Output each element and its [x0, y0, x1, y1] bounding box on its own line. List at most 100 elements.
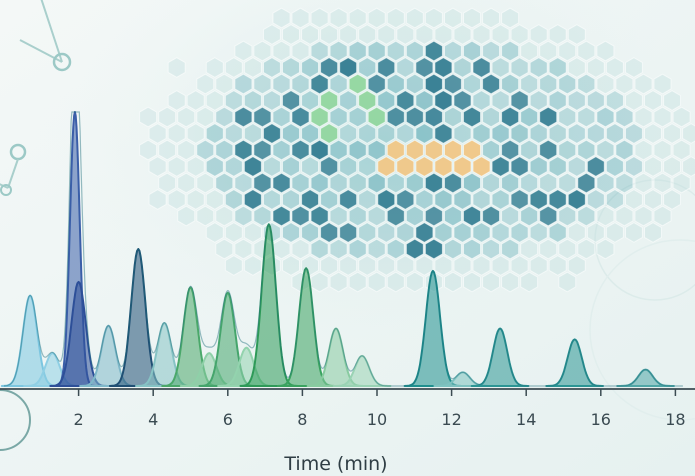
hexagon-cell — [329, 7, 348, 29]
bond-line — [40, 0, 63, 63]
hexagon-cell — [396, 57, 415, 78]
hexagon-cell — [282, 24, 300, 45]
hexagon-cell — [224, 123, 243, 144]
hexagon-cell — [167, 90, 186, 111]
hexagon-cell — [415, 24, 434, 45]
hexagon-cell — [282, 156, 300, 177]
hexagon-cell — [177, 172, 196, 194]
hexagon-cell — [377, 57, 396, 78]
hexagon-cell — [586, 90, 605, 111]
hexagon-cell — [329, 205, 348, 227]
hexagon-cell — [434, 156, 453, 177]
ring-decoration — [594, 179, 695, 301]
hexagon-cell — [663, 123, 681, 144]
hexagon-cell — [405, 106, 424, 128]
hexagon-cell — [463, 238, 481, 260]
x-axis-title: Time (min) — [283, 453, 387, 475]
hexagon-cell — [405, 73, 424, 95]
hexagon-cell — [424, 172, 443, 194]
hexagon-cell — [424, 106, 443, 128]
hexagon-cell — [243, 57, 262, 78]
hexagon-cell — [491, 57, 510, 78]
hexagon-cell — [424, 40, 443, 62]
hexagon-cell — [405, 172, 424, 194]
hexagon-cell — [215, 73, 234, 95]
hexagon-cell — [634, 205, 653, 227]
hexagon-cell — [663, 90, 681, 111]
hexagon-cell — [482, 40, 500, 62]
hexagon-cell — [548, 255, 567, 276]
hexagon-cell — [625, 156, 643, 177]
hexagon-cell — [377, 222, 396, 243]
hexagon-cell — [548, 90, 567, 111]
hexagon-cell — [386, 205, 405, 227]
hexagon-cell — [253, 73, 272, 95]
hexagon-cell — [482, 7, 500, 29]
hexagon-cell — [405, 40, 424, 62]
hexagon-cell — [177, 139, 196, 161]
hexagon-cell — [282, 255, 300, 276]
hexagon-cell — [405, 205, 424, 227]
hexagon-cell — [567, 222, 586, 243]
hexagon-cell — [367, 73, 386, 95]
hexagon-cell — [463, 40, 481, 62]
hexagon-cell — [339, 90, 358, 111]
hexagon-cell — [434, 222, 453, 243]
hexagon-cell — [529, 123, 548, 144]
hexagon-cell — [205, 189, 224, 210]
hexagon-cell — [291, 40, 310, 62]
hexagon-cell — [415, 90, 434, 111]
hexagon-cell — [577, 238, 596, 260]
hexagon-cell — [415, 222, 434, 243]
hexagon-cell — [377, 24, 396, 45]
hexagon-cell — [510, 90, 529, 111]
hexagon-cell — [444, 40, 462, 62]
x-tick-label: 10 — [367, 410, 387, 429]
hexagon-cell — [253, 40, 272, 62]
hexagon-cell — [453, 90, 472, 111]
hexagon-cell — [472, 90, 491, 111]
hexagon-cell — [139, 106, 158, 128]
hexagon-cell — [444, 172, 462, 194]
hexagon-cell — [625, 222, 643, 243]
hexagon-cell — [577, 73, 596, 95]
hexagon-cell — [558, 205, 577, 227]
hexagon-cell — [548, 123, 567, 144]
hexagon-cell — [510, 255, 529, 276]
hexagon-cell — [386, 40, 405, 62]
hexagon-cell — [301, 24, 319, 45]
hexagon-cell — [310, 139, 329, 161]
hexagon-cell — [386, 238, 405, 260]
x-tick-label: 12 — [441, 410, 461, 429]
hexagon-cell — [482, 172, 500, 194]
hexagon-cell — [625, 189, 643, 210]
hexagon-cell — [224, 189, 243, 210]
hexagon-cell — [520, 205, 539, 227]
hexagon-cell — [644, 156, 662, 177]
hexagon-cell — [491, 156, 510, 177]
hexagon-cell — [463, 7, 481, 29]
hexagon-cell — [615, 172, 634, 194]
hexagon-cell — [224, 222, 243, 243]
chromatogram-peak — [616, 368, 675, 387]
hexagon-cell — [567, 156, 586, 177]
hexagon-cell — [358, 222, 377, 243]
hexagon-cell — [644, 189, 662, 210]
chromatogram-peaks — [0, 111, 683, 387]
hexagon-cell — [463, 271, 481, 293]
x-tick-label: 14 — [516, 410, 536, 429]
hexagon-cell — [577, 106, 596, 128]
hexagon-cell — [177, 205, 196, 227]
hexagon-cell — [367, 172, 386, 194]
hexagon-cell — [158, 106, 177, 128]
hexagon-cell — [329, 106, 348, 128]
hexagon-cell — [263, 57, 281, 78]
hexagon-cell — [539, 205, 558, 227]
hexagon-cell — [663, 189, 681, 210]
hexagon-cell — [396, 255, 415, 276]
x-tick-label: 2 — [74, 410, 84, 429]
hexagon-cell — [253, 172, 272, 194]
hexagon-cell — [348, 7, 367, 29]
hexagon-cell — [424, 73, 443, 95]
